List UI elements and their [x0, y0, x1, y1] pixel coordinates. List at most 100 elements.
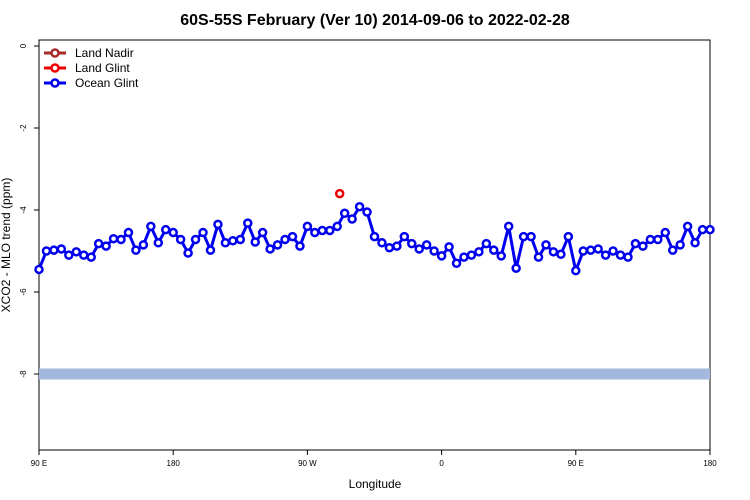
data-point — [131, 245, 141, 255]
data-point — [302, 221, 313, 232]
data-point — [354, 201, 365, 212]
legend-swatch-marker — [50, 63, 60, 73]
data-point — [108, 233, 119, 244]
data-point — [690, 238, 700, 248]
data-point — [444, 242, 454, 252]
data-point — [667, 245, 678, 255]
data-point — [334, 188, 345, 199]
data-point — [153, 238, 164, 248]
data-point — [362, 207, 372, 217]
data-point — [429, 246, 439, 256]
data-point — [243, 218, 253, 228]
y-tick-label: -2 — [19, 124, 28, 132]
data-point — [541, 240, 551, 250]
data-point — [481, 238, 492, 249]
data-point — [257, 227, 268, 238]
data-point — [250, 237, 260, 247]
series-land-glint — [334, 188, 345, 199]
legend-swatch-marker — [50, 48, 60, 58]
data-point — [168, 227, 178, 238]
data-point — [280, 234, 290, 245]
data-point — [347, 214, 357, 224]
y-tick-label: 0 — [19, 43, 28, 48]
data-point — [146, 221, 156, 232]
data-point — [623, 252, 633, 262]
data-point — [466, 250, 477, 260]
data-point — [533, 252, 544, 262]
data-point — [41, 246, 52, 256]
data-point — [526, 231, 536, 242]
data-point — [220, 238, 231, 248]
legend-entry-ocean-glint: Ocean Glint — [44, 76, 139, 90]
data-point — [78, 250, 89, 260]
data-point — [384, 242, 395, 253]
data-point — [436, 251, 447, 261]
data-point — [123, 227, 134, 238]
data-point — [585, 245, 596, 255]
data-point — [228, 236, 238, 246]
data-point — [414, 244, 424, 254]
y-tick-label: -4 — [19, 206, 28, 214]
series-layer — [34, 188, 715, 276]
data-point — [489, 245, 499, 255]
data-point — [56, 244, 67, 254]
data-point — [630, 238, 641, 249]
plot-frame — [38, 39, 711, 451]
data-point — [205, 245, 216, 255]
data-point — [71, 247, 82, 257]
legend-entry-land-nadir: Land Nadir — [44, 46, 134, 60]
data-point — [86, 252, 96, 262]
data-point — [116, 234, 126, 245]
data-point — [213, 219, 223, 230]
data-point — [600, 250, 611, 260]
series-ocean-glint — [34, 201, 715, 276]
data-point — [190, 234, 201, 245]
data-point — [459, 252, 469, 262]
data-point — [548, 247, 559, 257]
data-point — [392, 241, 402, 251]
data-point — [317, 225, 328, 236]
x-tick-label: 90 E — [568, 459, 584, 468]
data-point — [265, 244, 275, 254]
data-point — [653, 234, 663, 245]
legend-swatch-marker — [50, 78, 60, 88]
data-point — [198, 227, 208, 238]
y-axis-label: XCO2 - MLO trend (ppm) — [0, 178, 13, 313]
data-point — [160, 224, 171, 235]
legend-label: Land Nadir — [75, 46, 134, 60]
data-point — [64, 250, 74, 260]
data-point — [451, 258, 462, 269]
data-point — [675, 240, 685, 250]
data-point — [556, 249, 566, 260]
x-tick-label: 90 E — [31, 459, 47, 468]
y-tick-label: -8 — [19, 370, 28, 378]
data-point — [660, 227, 671, 238]
data-point — [34, 264, 44, 275]
data-point — [272, 240, 283, 250]
legend-label: Ocean Glint — [75, 76, 139, 90]
data-point — [511, 263, 521, 273]
data-point — [332, 221, 342, 232]
data-point — [287, 231, 298, 242]
data-point — [310, 227, 320, 238]
data-point — [638, 241, 648, 251]
data-point — [339, 208, 350, 219]
data-point — [93, 238, 104, 249]
data-point — [682, 221, 693, 232]
data-point — [295, 241, 305, 251]
data-point — [407, 238, 417, 249]
axis-layer: 0 -2 -4 -6 -8 90 E 180 90 W 0 90 E 180 — [19, 43, 717, 468]
x-tick-label: 180 — [703, 459, 717, 468]
data-point — [518, 231, 529, 242]
y-tick-label: -6 — [19, 288, 28, 296]
data-point — [705, 224, 715, 235]
data-point — [697, 224, 708, 235]
data-point — [578, 246, 589, 256]
data-point — [399, 231, 410, 242]
data-point — [235, 234, 246, 245]
chart-title: 60S-55S February (Ver 10) 2014-09-06 to … — [180, 12, 570, 29]
x-tick-label: 0 — [439, 459, 444, 468]
data-point — [496, 251, 506, 261]
